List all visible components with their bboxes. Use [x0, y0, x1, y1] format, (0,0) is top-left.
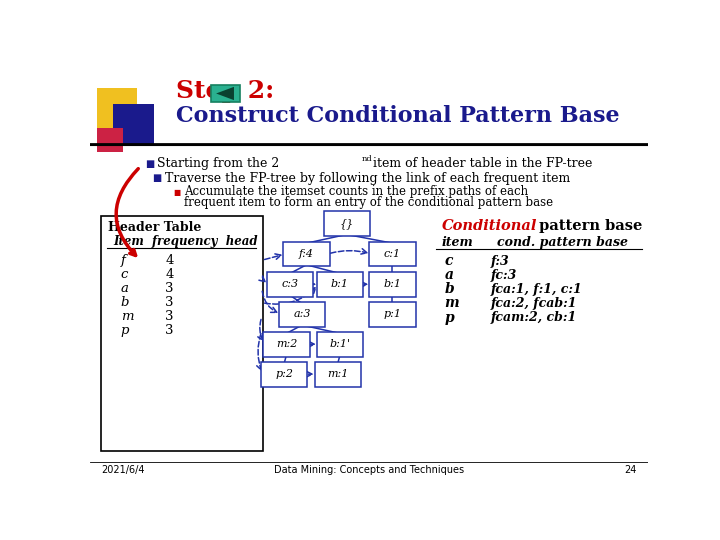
Text: c:1: c:1	[384, 249, 401, 259]
Text: {}: {}	[340, 218, 354, 229]
Bar	[96, 128, 124, 152]
Text: m: m	[121, 310, 133, 323]
Text: Traverse the FP-tree by following the link of each frequent item: Traverse the FP-tree by following the li…	[166, 172, 570, 185]
FancyBboxPatch shape	[279, 302, 325, 327]
Text: Construct Conditional Pattern Base: Construct Conditional Pattern Base	[176, 105, 620, 127]
Text: p:2: p:2	[275, 369, 293, 379]
Text: Step 2:: Step 2:	[176, 79, 275, 103]
Text: c: c	[444, 254, 453, 268]
Bar	[114, 104, 153, 146]
Text: item: item	[441, 237, 473, 249]
Text: fca:1, f:1, c:1: fca:1, f:1, c:1	[490, 283, 582, 296]
Text: b:1': b:1'	[330, 339, 351, 349]
Text: 3: 3	[166, 282, 174, 295]
Text: frequent item to form an entry of the conditional pattern base: frequent item to form an entry of the co…	[184, 195, 553, 208]
Text: fc:3: fc:3	[490, 269, 517, 282]
Text: a:3: a:3	[293, 309, 311, 319]
Text: 3: 3	[166, 310, 174, 323]
Text: Starting from the 2: Starting from the 2	[157, 157, 279, 170]
Text: Item  frequency  head: Item frequency head	[114, 235, 258, 248]
FancyBboxPatch shape	[266, 272, 313, 297]
Text: Data Mining: Concepts and Techniques: Data Mining: Concepts and Techniques	[274, 465, 464, 475]
Text: 3: 3	[166, 325, 174, 338]
FancyBboxPatch shape	[261, 362, 307, 387]
Text: Conditional: Conditional	[441, 219, 537, 233]
Text: 3: 3	[166, 296, 174, 309]
Text: b: b	[444, 282, 454, 296]
Text: c:3: c:3	[282, 279, 298, 289]
Text: 24: 24	[624, 465, 637, 475]
Text: ■: ■	[174, 188, 181, 197]
Text: c: c	[121, 268, 128, 281]
Text: Header Table: Header Table	[108, 221, 201, 234]
Text: b:1: b:1	[331, 279, 349, 289]
Text: fcam:2, cb:1: fcam:2, cb:1	[490, 311, 577, 324]
Text: ■: ■	[145, 159, 154, 169]
FancyBboxPatch shape	[369, 302, 415, 327]
FancyBboxPatch shape	[210, 85, 240, 102]
FancyBboxPatch shape	[369, 241, 415, 266]
Text: 4: 4	[166, 268, 174, 281]
FancyBboxPatch shape	[284, 241, 330, 266]
FancyBboxPatch shape	[317, 332, 363, 357]
Text: f:4: f:4	[299, 249, 314, 259]
Polygon shape	[216, 87, 234, 100]
Bar	[96, 87, 137, 129]
Text: a: a	[121, 282, 129, 295]
Text: a: a	[444, 268, 454, 282]
Text: item of header table in the FP-tree: item of header table in the FP-tree	[369, 157, 593, 170]
Text: f:3: f:3	[490, 254, 509, 267]
Text: 4: 4	[166, 254, 174, 267]
Text: b: b	[121, 296, 129, 309]
FancyBboxPatch shape	[323, 211, 370, 236]
Text: m: m	[444, 296, 459, 310]
Text: Accumulate the itemset counts in the prefix paths of each: Accumulate the itemset counts in the pre…	[184, 185, 528, 198]
Text: 2021/6/4: 2021/6/4	[101, 465, 145, 475]
Text: f: f	[121, 254, 125, 267]
Text: ■: ■	[153, 173, 162, 183]
Text: fca:2, fcab:1: fca:2, fcab:1	[490, 297, 577, 310]
FancyBboxPatch shape	[315, 362, 361, 387]
Text: cond. pattern base: cond. pattern base	[498, 237, 629, 249]
FancyBboxPatch shape	[264, 332, 310, 357]
FancyBboxPatch shape	[369, 272, 415, 297]
FancyBboxPatch shape	[317, 272, 363, 297]
Text: m:2: m:2	[276, 339, 297, 349]
Text: nd: nd	[361, 155, 372, 163]
Text: pattern base: pattern base	[534, 219, 642, 233]
Text: p:1: p:1	[384, 309, 402, 319]
Text: p: p	[121, 325, 129, 338]
Text: b:1: b:1	[384, 279, 402, 289]
FancyBboxPatch shape	[101, 216, 263, 451]
Text: m:1: m:1	[327, 369, 348, 379]
Text: p: p	[444, 310, 454, 325]
